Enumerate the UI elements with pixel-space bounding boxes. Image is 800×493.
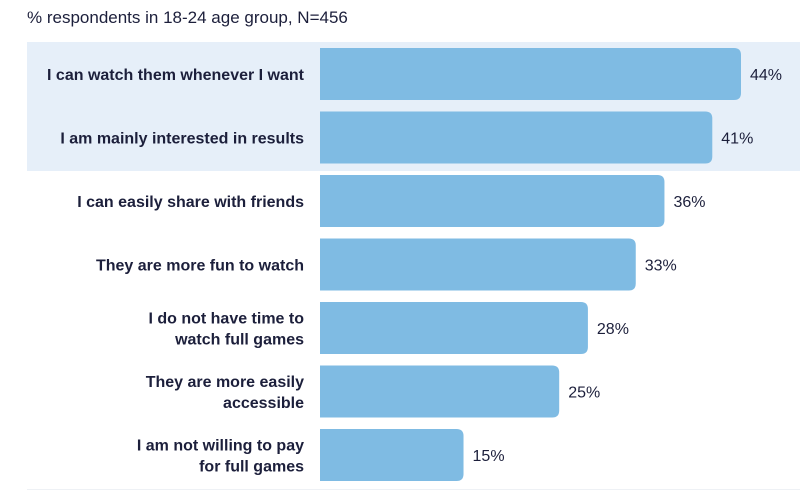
category-label-7: I am not willing to pay for full games — [137, 438, 304, 476]
category-label-3: I can easily share with friends — [77, 194, 304, 211]
value-label-4: 33% — [645, 258, 677, 275]
bar-2 — [320, 111, 713, 164]
bar-3 — [320, 175, 665, 227]
category-label-1: I can watch them whenever I want — [47, 67, 305, 84]
bar-5 — [320, 302, 588, 354]
value-label-6: 25% — [568, 385, 600, 402]
value-label-1: 44% — [750, 67, 782, 84]
value-label-7: 15% — [473, 448, 505, 465]
bar-1 — [320, 48, 741, 100]
bar-6 — [320, 365, 560, 418]
bar-4 — [320, 238, 636, 291]
category-label-2: I am mainly interested in results — [60, 131, 304, 148]
category-label-6: They are more easily accessible — [146, 374, 304, 412]
chart-subtitle: % respondents in 18-24 age group, N=456 — [27, 8, 348, 27]
category-label-4: They are more fun to watch — [96, 258, 304, 275]
value-label-5: 28% — [597, 321, 629, 338]
category-label-5: I do not have time to watch full games — [148, 311, 304, 349]
value-label-3: 36% — [673, 194, 705, 211]
bottom-rule — [27, 489, 800, 490]
bar-7 — [320, 429, 464, 481]
value-label-2: 41% — [721, 131, 753, 148]
